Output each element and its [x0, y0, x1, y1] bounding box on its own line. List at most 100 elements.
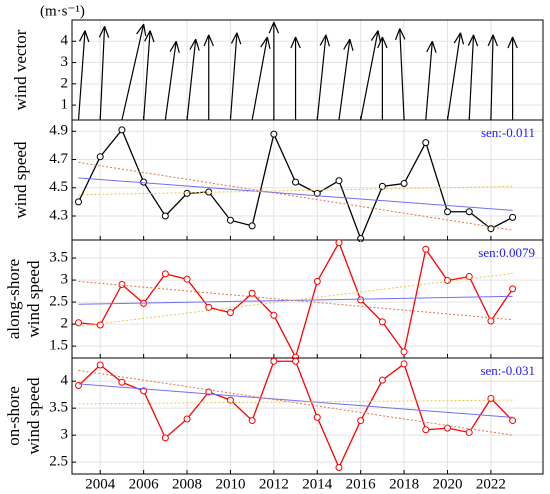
y-tick-label: 3.5	[49, 249, 68, 265]
vector-head	[507, 36, 514, 49]
data-point	[443, 424, 451, 432]
y-axis-label: along-shore	[4, 259, 23, 339]
data-point	[226, 396, 234, 404]
y-tick-label: 1.5	[49, 338, 68, 354]
vector-head	[230, 32, 238, 44]
data-point	[509, 417, 517, 425]
data-point	[226, 216, 234, 224]
y-tick-label: 4.7	[49, 151, 68, 167]
vector-head	[377, 30, 382, 43]
vector-head	[203, 34, 210, 47]
vector-shaft	[468, 34, 475, 121]
data-point	[335, 239, 343, 247]
annotation: sen:-0.031	[480, 363, 535, 378]
data-point	[335, 464, 343, 472]
data-point	[183, 275, 191, 283]
data-point	[292, 357, 300, 365]
data-point	[443, 208, 451, 216]
vector-head	[98, 26, 106, 38]
y-axis-label: on-shore	[4, 386, 23, 445]
vector-shaft	[338, 39, 351, 121]
y-tick-label: 4.3	[49, 207, 68, 223]
data-point	[96, 153, 104, 161]
vector-shaft	[251, 36, 268, 121]
data-point	[118, 126, 126, 134]
y-tick-label: 3	[61, 427, 69, 443]
vector-head	[175, 41, 180, 54]
vector-head	[290, 36, 297, 49]
trend-line	[78, 161, 513, 231]
data-point	[509, 213, 517, 221]
vector-shaft	[143, 30, 151, 121]
vector-shaft	[229, 32, 238, 121]
vector-head	[266, 36, 271, 49]
vector-head	[189, 38, 197, 50]
data-point	[270, 357, 278, 365]
y-tick-label: 2.5	[49, 294, 68, 310]
data-point	[313, 189, 321, 197]
data-point	[161, 270, 169, 278]
data-point	[509, 285, 517, 293]
vector-shaft	[399, 28, 405, 121]
data-point	[118, 378, 126, 386]
vector-head	[273, 21, 280, 34]
unit-label: (m·s⁻¹)	[40, 3, 85, 19]
vector-head	[169, 40, 177, 52]
data-point	[248, 222, 256, 230]
data-point	[75, 198, 83, 206]
data-point	[443, 277, 451, 285]
data-point	[205, 303, 213, 311]
vector-shaft	[360, 30, 379, 121]
y-axis-label: wind speed	[24, 377, 43, 454]
y-tick-label: 3	[61, 272, 69, 288]
y-tick-label: 4.5	[49, 179, 68, 195]
y-axis-label: wind speed	[24, 260, 43, 337]
trend-line	[78, 383, 513, 418]
data-point	[292, 178, 300, 186]
data-point	[313, 413, 321, 421]
y-tick-label: 4	[61, 33, 69, 49]
data-point	[161, 434, 169, 442]
vector-head	[295, 36, 301, 49]
data-point	[118, 280, 126, 288]
vector-head	[349, 38, 354, 51]
y-tick-label: 2	[61, 75, 69, 91]
data-point	[357, 417, 365, 425]
data-point	[487, 225, 495, 233]
vector-head	[399, 28, 406, 40]
plot-frame	[71, 357, 544, 475]
x-tick-label: 2010	[215, 476, 245, 492]
data-point	[378, 182, 386, 190]
vector-shaft	[164, 41, 177, 121]
vector-shaft	[121, 24, 145, 121]
data-point	[465, 428, 473, 436]
y-tick-label: 4.9	[49, 123, 68, 139]
vector-shaft	[446, 32, 462, 121]
x-tick-label: 2014	[302, 476, 333, 492]
data-point	[313, 277, 321, 285]
data-point	[378, 318, 386, 326]
vector-head	[325, 34, 331, 47]
data-point	[96, 321, 104, 329]
vector-head	[84, 30, 90, 43]
data-point	[422, 139, 430, 147]
vector-head	[149, 30, 155, 43]
vector-head	[260, 36, 268, 48]
data-point	[183, 415, 191, 423]
data-point	[465, 208, 473, 216]
y-tick-label: 2.5	[49, 454, 68, 470]
vector-head	[453, 32, 462, 44]
annotation: sen:-0.011	[481, 125, 535, 140]
vector-head	[459, 32, 465, 45]
vector-head	[467, 34, 475, 46]
data-point	[226, 309, 234, 317]
data-point	[400, 348, 408, 356]
vector-shaft	[186, 39, 197, 121]
vector-head	[370, 30, 379, 41]
vector-head	[426, 40, 433, 53]
x-tick-label: 2016	[346, 476, 377, 492]
y-axis-label: wind speed	[11, 141, 30, 218]
x-tick-label: 2018	[389, 476, 419, 492]
trend-line	[78, 177, 513, 211]
trend-line	[78, 280, 513, 321]
